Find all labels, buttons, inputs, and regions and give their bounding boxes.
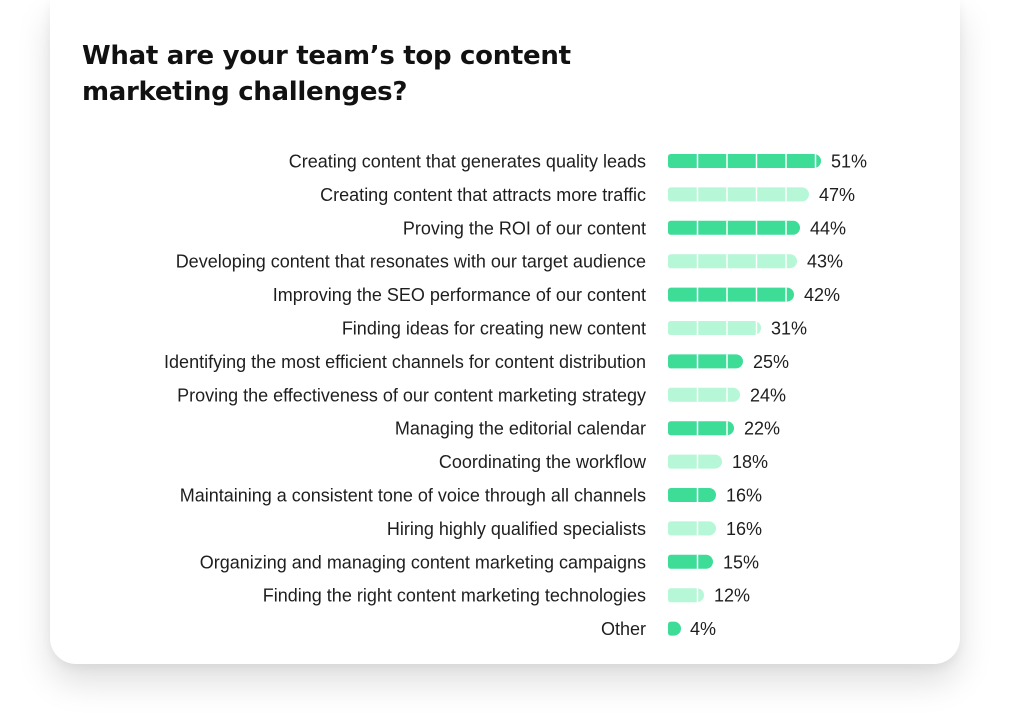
bar xyxy=(668,321,761,335)
bar-row: Organizing and managing content marketin… xyxy=(200,552,759,572)
value-label: 47% xyxy=(819,185,855,205)
bar xyxy=(668,454,722,469)
bar xyxy=(668,154,821,168)
bar-row: Creating content that attracts more traf… xyxy=(320,185,855,205)
category-label: Identifying the most efficient channels … xyxy=(164,352,646,372)
chart-title: What are your team’s top content marketi… xyxy=(82,41,571,107)
bar-row: Other 4% xyxy=(601,619,716,639)
bar-row: Finding ideas for creating new content 31… xyxy=(342,319,807,339)
category-label: Organizing and managing content marketin… xyxy=(200,552,646,572)
bar-row: Proving the ROI of our content 44% xyxy=(403,218,846,238)
category-label: Hiring highly qualified specialists xyxy=(387,519,646,539)
bar-row: Coordinating the workflow 18% xyxy=(439,452,768,472)
bar xyxy=(668,554,713,569)
bar-row: Hiring highly qualified specialists 16% xyxy=(387,519,762,539)
chart-card xyxy=(50,0,960,664)
bar xyxy=(668,287,794,302)
category-label: Finding ideas for creating new content xyxy=(342,319,646,339)
bar xyxy=(668,387,740,402)
value-label: 44% xyxy=(810,218,846,238)
value-label: 31% xyxy=(771,319,807,339)
bar-row: Improving the SEO performance of our con… xyxy=(273,285,840,305)
category-label: Proving the ROI of our content xyxy=(403,218,646,238)
value-label: 18% xyxy=(732,452,768,472)
bar xyxy=(668,254,797,269)
bar-row: Maintaining a consistent tone of voice t… xyxy=(180,486,762,506)
category-label: Other xyxy=(601,619,646,639)
bar xyxy=(668,187,810,202)
category-label: Improving the SEO performance of our con… xyxy=(273,285,646,305)
bar xyxy=(668,488,716,502)
value-label: 24% xyxy=(750,385,786,405)
category-label: Developing content that resonates with o… xyxy=(176,252,646,272)
value-label: 16% xyxy=(726,519,762,539)
bar xyxy=(668,354,743,369)
value-label: 12% xyxy=(714,586,750,606)
category-label: Creating content that attracts more traf… xyxy=(320,185,646,205)
bar-row: Creating content that generates quality … xyxy=(289,152,867,172)
bar-row: Identifying the most efficient channels … xyxy=(164,352,789,372)
value-label: 42% xyxy=(804,285,840,305)
category-label: Managing the editorial calendar xyxy=(395,419,646,439)
bar xyxy=(668,220,801,235)
value-label: 25% xyxy=(753,352,789,372)
category-label: Coordinating the workflow xyxy=(439,452,647,472)
value-label: 51% xyxy=(831,152,867,172)
bar-row: Proving the effectiveness of our content… xyxy=(177,385,786,405)
category-label: Creating content that generates quality … xyxy=(289,152,646,172)
category-label: Maintaining a consistent tone of voice t… xyxy=(180,486,646,506)
bar xyxy=(668,421,734,436)
value-label: 15% xyxy=(723,552,759,572)
bar-row: Finding the right content marketing tech… xyxy=(263,586,750,606)
bar-row: Developing content that resonates with o… xyxy=(176,252,843,272)
bar-row: Managing the editorial calendar 22% xyxy=(395,419,780,439)
bar xyxy=(668,621,681,636)
value-label: 43% xyxy=(807,252,843,272)
bar xyxy=(668,521,717,536)
value-label: 4% xyxy=(690,619,716,639)
value-label: 16% xyxy=(726,486,762,506)
bar xyxy=(668,588,705,603)
category-label: Proving the effectiveness of our content… xyxy=(177,385,646,405)
category-label: Finding the right content marketing tech… xyxy=(263,586,646,606)
value-label: 22% xyxy=(744,419,780,439)
